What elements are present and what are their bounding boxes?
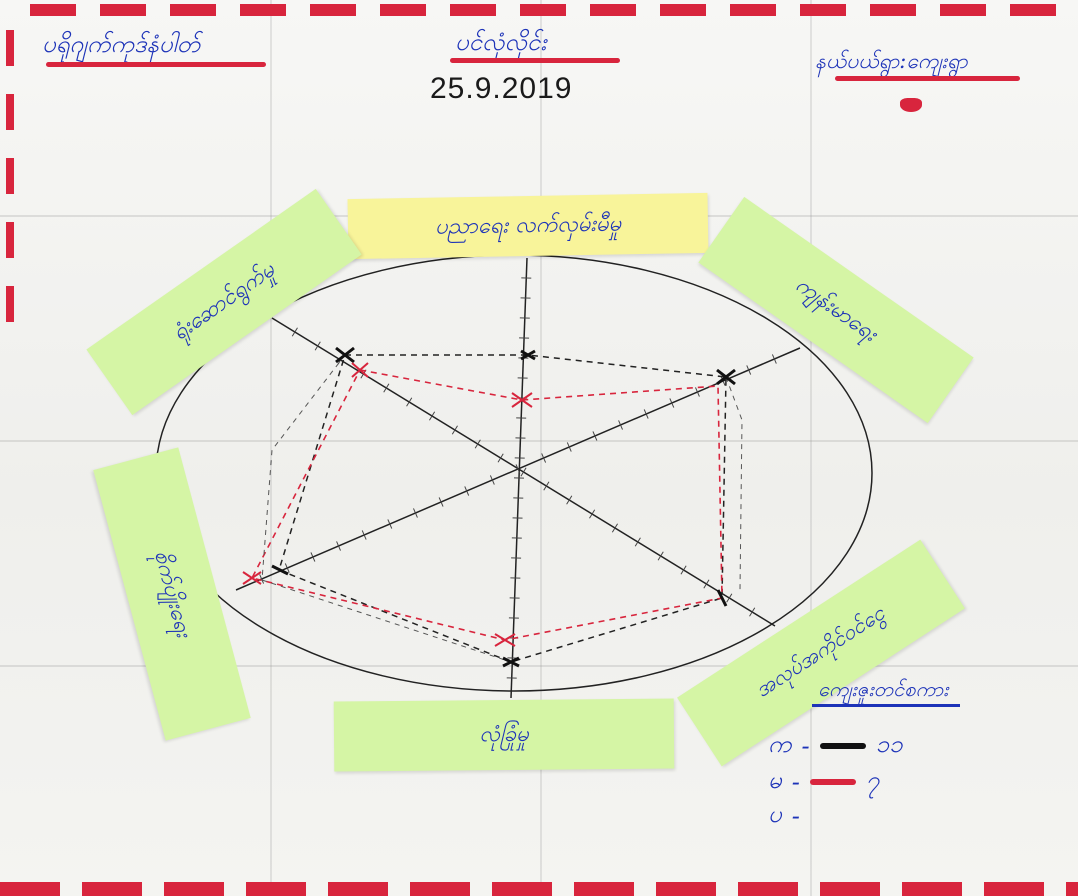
axis-tick: [474, 439, 481, 449]
axis-tick: [634, 537, 641, 547]
header-right-underline: [835, 76, 1020, 81]
legend-row-red: မ - ၇: [768, 764, 879, 800]
legend-symbol: မ: [768, 766, 782, 794]
paper-fold: [270, 0, 272, 896]
axis-tick: [589, 509, 596, 519]
axis-tick: [520, 467, 527, 477]
axis-tick: [406, 397, 413, 407]
axis-tick: [291, 327, 298, 337]
axis-tick: [387, 519, 393, 529]
axis-tick: [611, 523, 618, 533]
sticky-note-bottom-label: လုံခြုံမှု: [479, 721, 529, 747]
axis-tick: [618, 420, 623, 430]
header-right-label: နယ်ပယ်ရွာ:ကျေးရွာ: [815, 49, 968, 73]
axis-tick: [680, 565, 687, 575]
axis-tick: [497, 453, 504, 463]
header-center-label: ပင်လုံလိုင်း: [455, 28, 547, 56]
axis-tick: [361, 530, 367, 540]
header-left-underline: [46, 62, 266, 67]
red-mark-icon: [900, 98, 922, 112]
axis-tick: [771, 354, 777, 364]
sticky-note-top-label: ပညာရေး လက်လှမ်းမီမှု: [434, 210, 622, 240]
sticky-note-bottom: လုံခြုံမှု: [333, 698, 675, 772]
axis-ticks: [259, 277, 777, 679]
legend-title-underline: [812, 704, 960, 707]
black-markers: [271, 346, 736, 668]
axis-tick: [314, 341, 321, 351]
axis-tick: [438, 497, 444, 507]
axis-tick: [284, 563, 290, 573]
series-extra-line: [261, 354, 512, 663]
axis-tick: [643, 409, 649, 419]
legend-symbol: က: [768, 730, 792, 758]
paper-fold: [0, 440, 1078, 442]
legend-row-empty: ပ -: [768, 798, 800, 834]
axis-tick: [657, 551, 664, 561]
axis-tick: [695, 387, 700, 397]
paper-fold: [0, 665, 1078, 667]
axis-tick: [541, 453, 547, 463]
red-dashed-border-left: [6, 30, 14, 350]
paper-fold: [810, 0, 812, 896]
axis-tick: [336, 541, 341, 551]
legend-line-red: [809, 779, 856, 785]
series-black-line: [278, 354, 727, 663]
axis-tick: [746, 365, 752, 375]
header-date: 25.9.2019: [430, 72, 573, 105]
axis-tick: [464, 486, 470, 496]
axis-tick: [383, 383, 390, 393]
axis-tick: [451, 425, 458, 435]
axis-tick: [429, 411, 436, 421]
axis-tick: [749, 607, 756, 617]
legend-symbol: ပ: [768, 800, 782, 828]
axis-tick: [669, 398, 675, 408]
axis-tick: [489, 475, 495, 485]
legend-line-black: [819, 743, 866, 749]
axis-tick: [703, 579, 710, 589]
axis-tick: [259, 574, 265, 584]
axis-tick: [515, 464, 521, 474]
axis-tick: [310, 552, 316, 562]
series-extra-line: [725, 376, 743, 591]
red-dashed-border-top: [30, 4, 1070, 16]
axis-tick: [413, 508, 418, 518]
red-markers: [242, 362, 533, 647]
axis-tick: [566, 495, 573, 505]
sticky-note-top: ပညာရေး လက်လှမ်းမီမှု: [347, 192, 709, 260]
paper-fold: [540, 0, 542, 896]
legend-value: ၁၁: [875, 730, 903, 758]
red-dashed-border-bottom: [0, 882, 1078, 896]
header-center-underline: [450, 58, 620, 63]
legend-title: ကျေးဇူးတင်စကား: [818, 677, 949, 701]
axis-tick: [726, 593, 733, 603]
legend-row-black: က - ၁၁: [768, 728, 903, 764]
sticky-note-left-label: စိုက်ပျိုးရေး: [149, 547, 197, 640]
axis-tick: [543, 481, 550, 491]
axis-tick: [592, 431, 598, 441]
axis-tick: [566, 442, 572, 452]
header-left-label: ပရိုဂျက်ကုဒ်နံပါတ်: [42, 30, 201, 58]
legend-value: ၇: [865, 766, 880, 794]
